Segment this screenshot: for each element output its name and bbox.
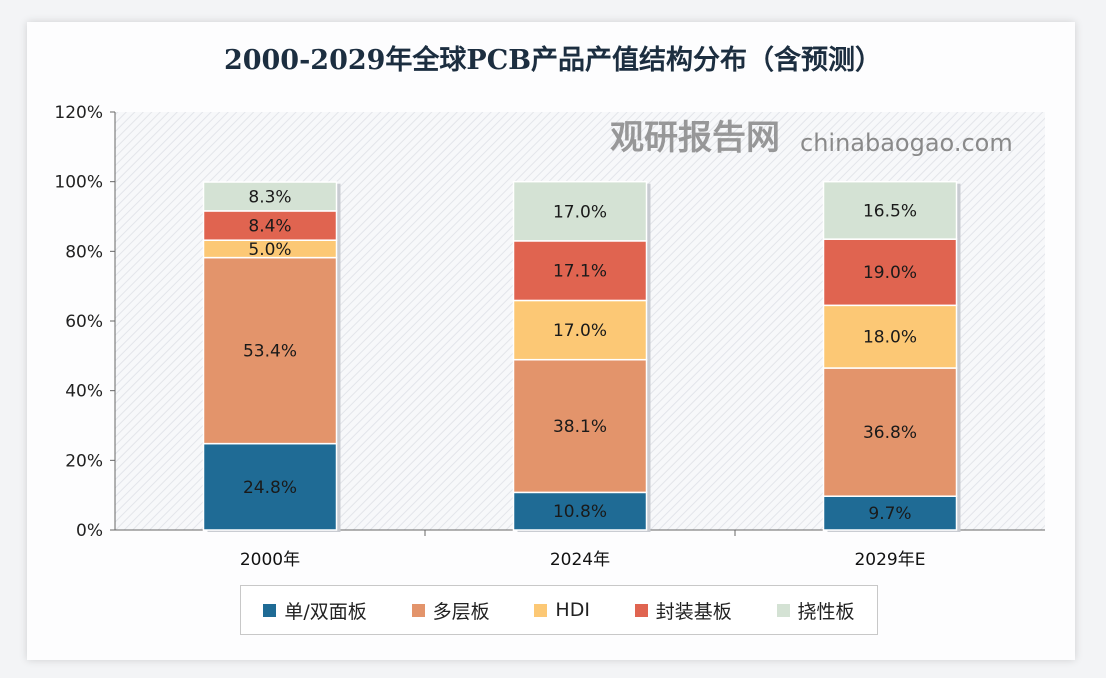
y-tick-label: 20%	[65, 451, 103, 471]
bar-segment	[512, 491, 648, 531]
y-tick-label: 120%	[54, 103, 103, 123]
watermark-brand: 观研报告网	[610, 118, 780, 158]
data-label: 10.8%	[553, 502, 607, 522]
legend-label: 挠性板	[797, 600, 855, 623]
legend-label: HDI	[555, 599, 590, 621]
data-label: 24.8%	[243, 478, 297, 498]
data-label: 17.0%	[553, 321, 607, 341]
legend-item: HDI	[534, 599, 590, 621]
data-label: 17.1%	[553, 262, 607, 282]
legend-item: 单/双面板	[263, 597, 367, 624]
bar-segment	[512, 180, 648, 242]
data-label: 8.3%	[248, 187, 291, 207]
legend-item: 封装基板	[634, 597, 732, 624]
y-tick-label: 40%	[65, 382, 103, 402]
data-label: 53.4%	[243, 342, 297, 362]
x-tick-label: 2029年E	[854, 550, 925, 570]
data-label: 38.1%	[553, 417, 607, 437]
legend: 单/双面板 多层板 HDI 封装基板 挠性板	[240, 585, 878, 635]
data-label: 17.0%	[553, 202, 607, 222]
bar-segment	[202, 210, 338, 241]
bar-segment	[822, 367, 958, 497]
bar-segment	[822, 238, 958, 307]
chart-title: 2000-2029年全球PCB产品产值结构分布（含预测）	[223, 45, 883, 76]
data-label: 19.0%	[863, 263, 917, 283]
legend-item: 挠性板	[776, 597, 855, 624]
legend-swatch	[411, 603, 425, 617]
bar-segment	[202, 256, 338, 445]
bar-segment	[202, 442, 338, 531]
x-tick-label: 2024年	[550, 550, 610, 570]
legend-label: 封装基板	[655, 600, 732, 623]
data-label: 5.0%	[248, 240, 291, 260]
legend-label: 多层板	[432, 600, 490, 623]
y-tick-label: 0%	[76, 521, 103, 541]
data-label: 8.4%	[248, 217, 291, 237]
x-tick-label: 2000年	[240, 550, 300, 570]
y-tick-label: 80%	[65, 242, 103, 262]
legend-swatch	[776, 603, 790, 617]
legend-item: 多层板	[411, 597, 490, 624]
legend-swatch	[634, 603, 648, 617]
y-tick-label: 100%	[54, 173, 103, 193]
bar-segment	[202, 181, 338, 212]
bar-segment	[512, 358, 648, 494]
bar-segment	[822, 495, 958, 531]
legend-swatch	[263, 603, 277, 617]
data-label: 9.7%	[868, 504, 911, 524]
watermark-site: chinabaogao.com	[800, 129, 1013, 157]
legend-swatch	[534, 603, 548, 617]
bar-segment	[512, 240, 648, 302]
bar-segment	[512, 299, 648, 361]
data-label: 18.0%	[863, 328, 917, 348]
bar-segment	[822, 180, 958, 240]
data-label: 16.5%	[863, 201, 917, 221]
data-label: 36.8%	[863, 423, 917, 443]
legend-label: 单/双面板	[284, 600, 367, 623]
y-tick-label: 60%	[65, 312, 103, 332]
